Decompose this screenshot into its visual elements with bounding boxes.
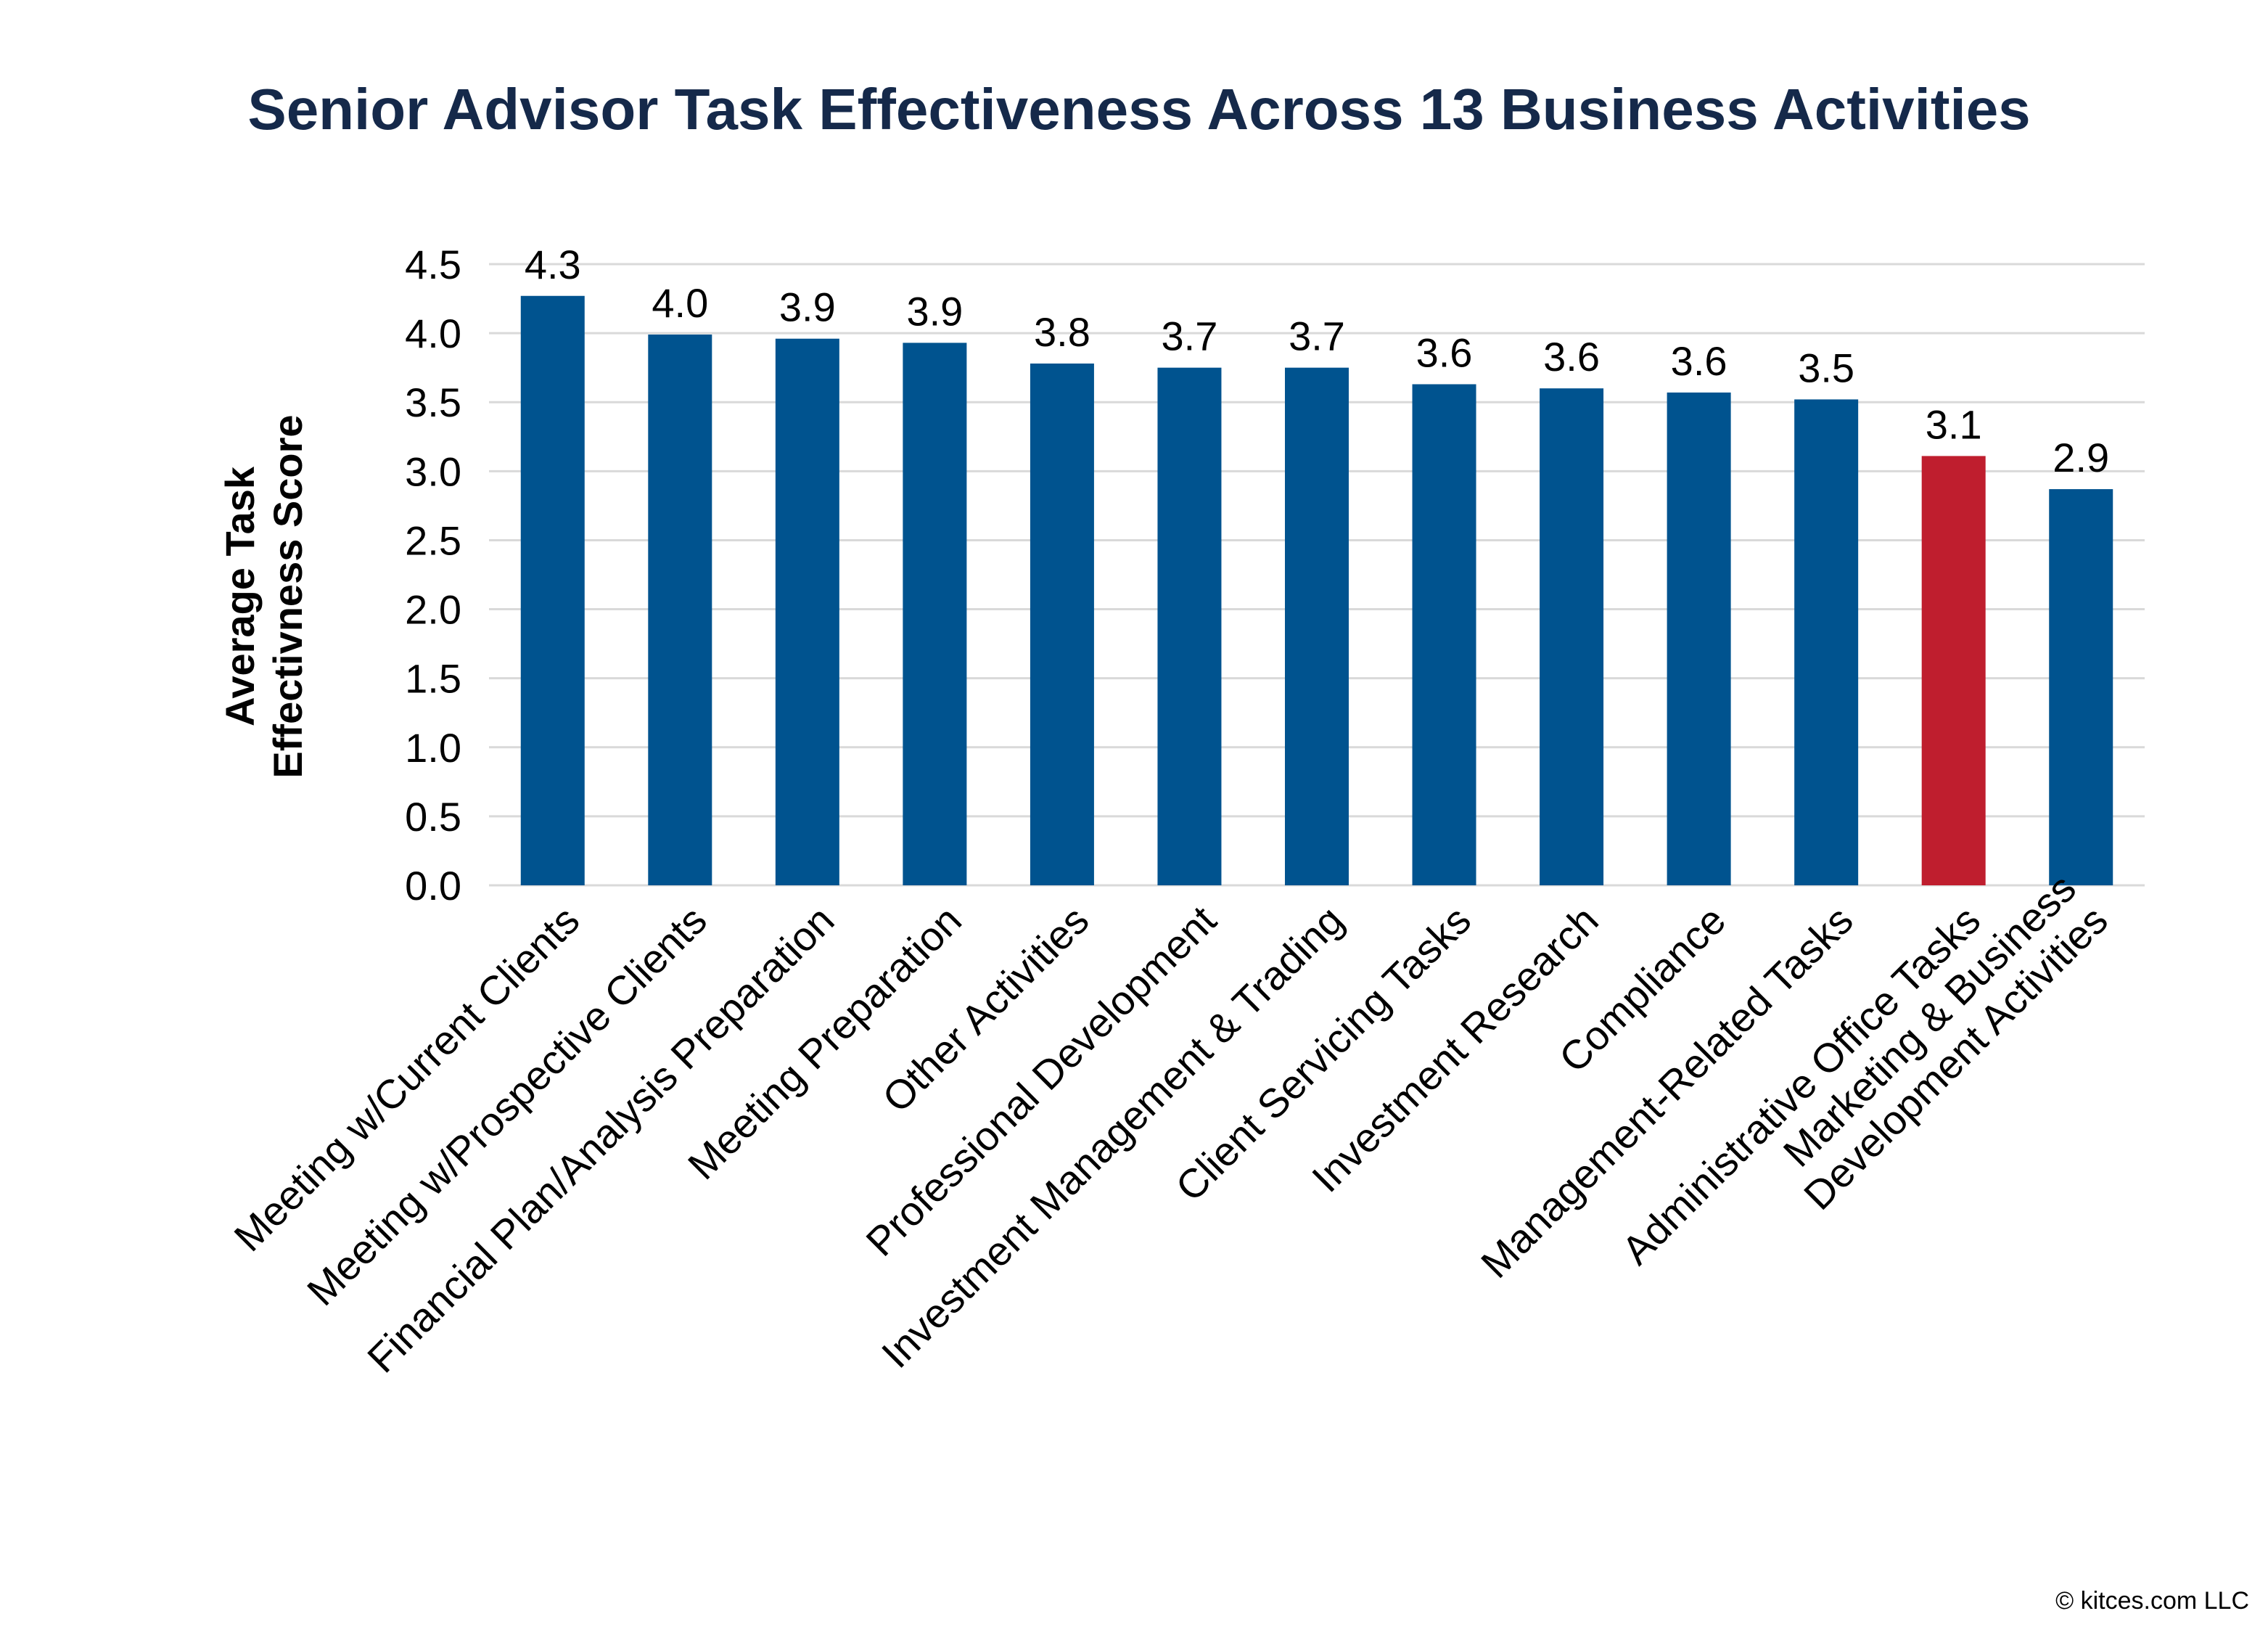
y-axis-title-line: Effectivness Score (265, 414, 311, 778)
y-tick-label: 1.5 (405, 656, 461, 702)
bar-value-label: 3.5 (1798, 345, 1854, 390)
chart-title: Senior Advisor Task Effectiveness Across… (247, 77, 2030, 142)
credit-text: © kitces.com LLC (2055, 1587, 2249, 1615)
y-axis-title-line: Average Task (217, 466, 263, 726)
y-tick-label: 4.0 (405, 311, 461, 356)
bar (1412, 384, 1476, 885)
bar-value-label: 3.6 (1671, 338, 1727, 384)
y-tick-label: 3.0 (405, 448, 461, 494)
y-tick-label: 4.5 (405, 242, 461, 287)
bar-value-label: 2.9 (2053, 435, 2109, 480)
bar (1921, 456, 1986, 885)
y-axis-label: Average Task Effectivness Score (217, 414, 311, 778)
bar (648, 335, 712, 886)
y-tick-label: 2.0 (405, 587, 461, 633)
value-labels: 4.3 4.0 3.9 3.9 3.8 3.7 3.7 3.6 3.6 3.6 3.5 3.1 2.9 (525, 242, 2109, 480)
bar-value-label: 3.1 (1926, 401, 1982, 447)
y-tick-label: 2.5 (405, 517, 461, 563)
bar-value-label: 3.6 (1416, 329, 1473, 375)
bar (1030, 363, 1094, 886)
bars (520, 295, 2113, 886)
bar (1157, 367, 1222, 886)
bar (775, 338, 839, 886)
bar (2049, 489, 2113, 885)
bar (1794, 399, 1859, 885)
bar (1667, 392, 1731, 885)
y-tick-label: 0.5 (405, 794, 461, 840)
x-category-label-line: Investment Management & Trading (873, 897, 1352, 1377)
x-category-label: Investment Management & Trading (873, 897, 1352, 1377)
bar-value-label: 4.3 (525, 242, 581, 287)
bar-value-label: 3.9 (906, 288, 963, 334)
bar (520, 295, 585, 885)
y-tick-label: 3.5 (405, 380, 461, 425)
bar-value-label: 3.9 (779, 284, 836, 330)
bar-value-label: 3.7 (1162, 313, 1218, 359)
y-tick-label: 0.0 (405, 863, 461, 909)
x-category-label: Financial Plan/Analysis Preparation (358, 897, 842, 1381)
bar-value-label: 3.8 (1034, 309, 1090, 355)
bar-value-label: 4.0 (652, 280, 708, 326)
bar (1285, 367, 1349, 886)
x-category-label-line: Financial Plan/Analysis Preparation (358, 897, 842, 1381)
y-axis-title: Average Task Effectivness Score (217, 414, 311, 778)
y-axis-ticks: 0.0 0.5 1.0 1.5 2.0 2.5 3.0 3.5 4.0 4.5 (405, 242, 461, 909)
bar (1540, 388, 1604, 885)
bar-value-label: 3.7 (1289, 313, 1345, 359)
bar (903, 343, 967, 886)
bar-value-label: 3.6 (1543, 334, 1600, 380)
y-tick-label: 1.0 (405, 725, 461, 771)
